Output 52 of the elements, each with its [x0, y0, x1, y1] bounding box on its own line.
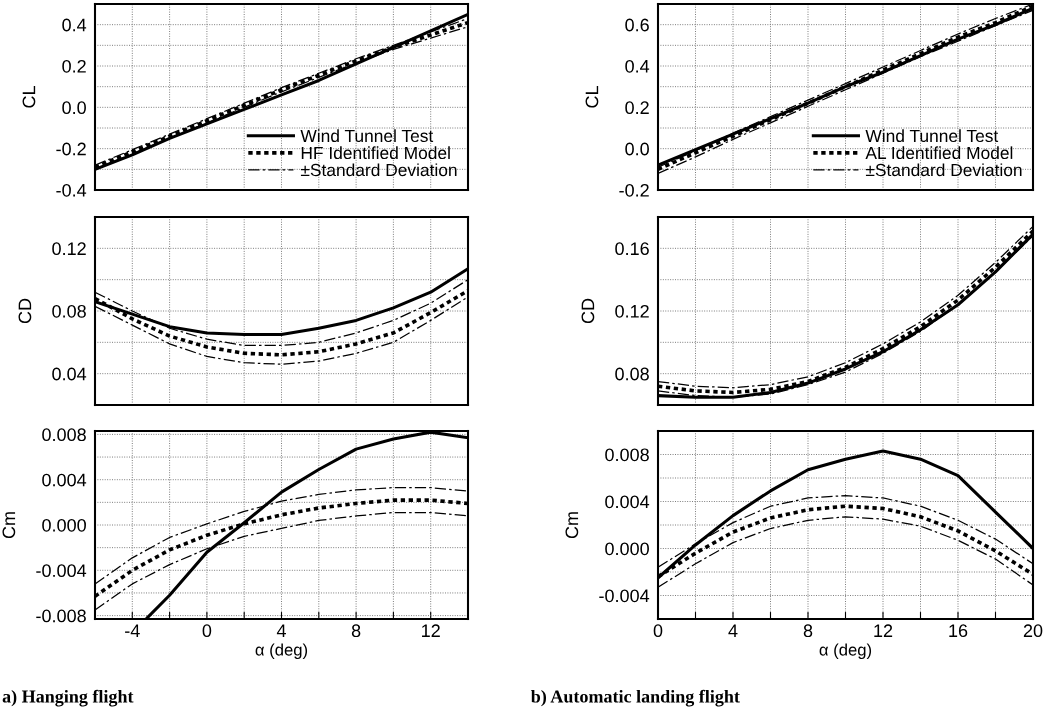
- y-tick-label: 0.000: [42, 518, 86, 532]
- y-tick-label: 0.008: [42, 428, 86, 442]
- y-tick-label: 0.0: [625, 142, 649, 156]
- y-tick-label: 0.0: [62, 101, 86, 115]
- y-tick-label: 0.008: [605, 448, 649, 462]
- x-axis-title: α (deg): [819, 643, 872, 660]
- y-tick-label: 0.004: [605, 495, 650, 509]
- y-tick-label: 0.08: [52, 304, 86, 318]
- y-tick-label: 0.000: [605, 542, 649, 556]
- x-axis-title: α (deg): [255, 643, 308, 660]
- x-tick-label: 12: [422, 624, 440, 637]
- x-tick-label: 8: [803, 624, 813, 638]
- y-tick-label: -0.004: [599, 589, 650, 603]
- x-tick-label: 0: [653, 624, 663, 638]
- legend-label: ±Standard Deviation: [865, 163, 1022, 177]
- legend-label: AL Identified Model: [865, 146, 1013, 160]
- y-axis-title: Cm: [2, 512, 16, 539]
- x-tick-label: 8: [351, 624, 361, 638]
- y-tick-label: -0.2: [619, 183, 649, 197]
- text: b) Automatic landing flight: [530, 689, 740, 707]
- x-tick-label: -4: [125, 624, 140, 637]
- text: a) Hanging flight: [2, 689, 134, 707]
- y-tick-label: 0.4: [625, 59, 650, 73]
- y-tick-label: -0.4: [56, 183, 87, 197]
- legend-label: HF Identified Model: [301, 146, 450, 160]
- y-axis-title: Cm: [565, 512, 579, 539]
- y-axis-title: CD: [18, 298, 32, 324]
- y-tick-label: 0.2: [625, 101, 649, 115]
- y-tick-label: 0.4: [62, 18, 87, 32]
- x-tick-label: 16: [949, 624, 968, 638]
- y-tick-label: -0.2: [56, 142, 86, 156]
- x-tick-label: 4: [728, 624, 738, 637]
- y-tick-label: -0.004: [36, 564, 87, 578]
- legend-label: Wind Tunnel Test: [300, 129, 434, 143]
- y-tick-label: 0.004: [42, 473, 87, 487]
- x-tick-label: 12: [874, 624, 893, 637]
- y-tick-label: 0.08: [615, 367, 649, 381]
- legend-label: Wind Tunnel Test: [865, 129, 999, 143]
- x-tick-label: 0: [202, 624, 212, 638]
- legend-label: ±Standard Deviation: [300, 163, 457, 177]
- y-axis-title: CD: [581, 298, 595, 324]
- y-tick-label: 0.04: [52, 367, 87, 381]
- y-tick-label: 0.12: [615, 304, 649, 318]
- x-tick-label: 20: [1023, 624, 1043, 638]
- y-tick-label: -0.008: [36, 609, 86, 623]
- x-tick-label: 4: [276, 624, 286, 637]
- y-axis-title: CL: [585, 86, 599, 108]
- y-tick-label: 0.6: [625, 18, 649, 32]
- y-tick-label: 0.12: [52, 242, 86, 256]
- y-tick-label: 0.2: [62, 59, 86, 73]
- y-tick-label: 0.16: [615, 242, 649, 256]
- y-axis-title: CL: [22, 86, 36, 108]
